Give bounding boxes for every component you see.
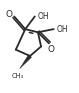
Text: O: O — [6, 10, 13, 19]
Text: CH₃: CH₃ — [11, 73, 23, 79]
Polygon shape — [20, 55, 32, 69]
Text: OH: OH — [57, 25, 68, 34]
Text: O: O — [48, 45, 55, 54]
Text: OH: OH — [38, 12, 50, 21]
